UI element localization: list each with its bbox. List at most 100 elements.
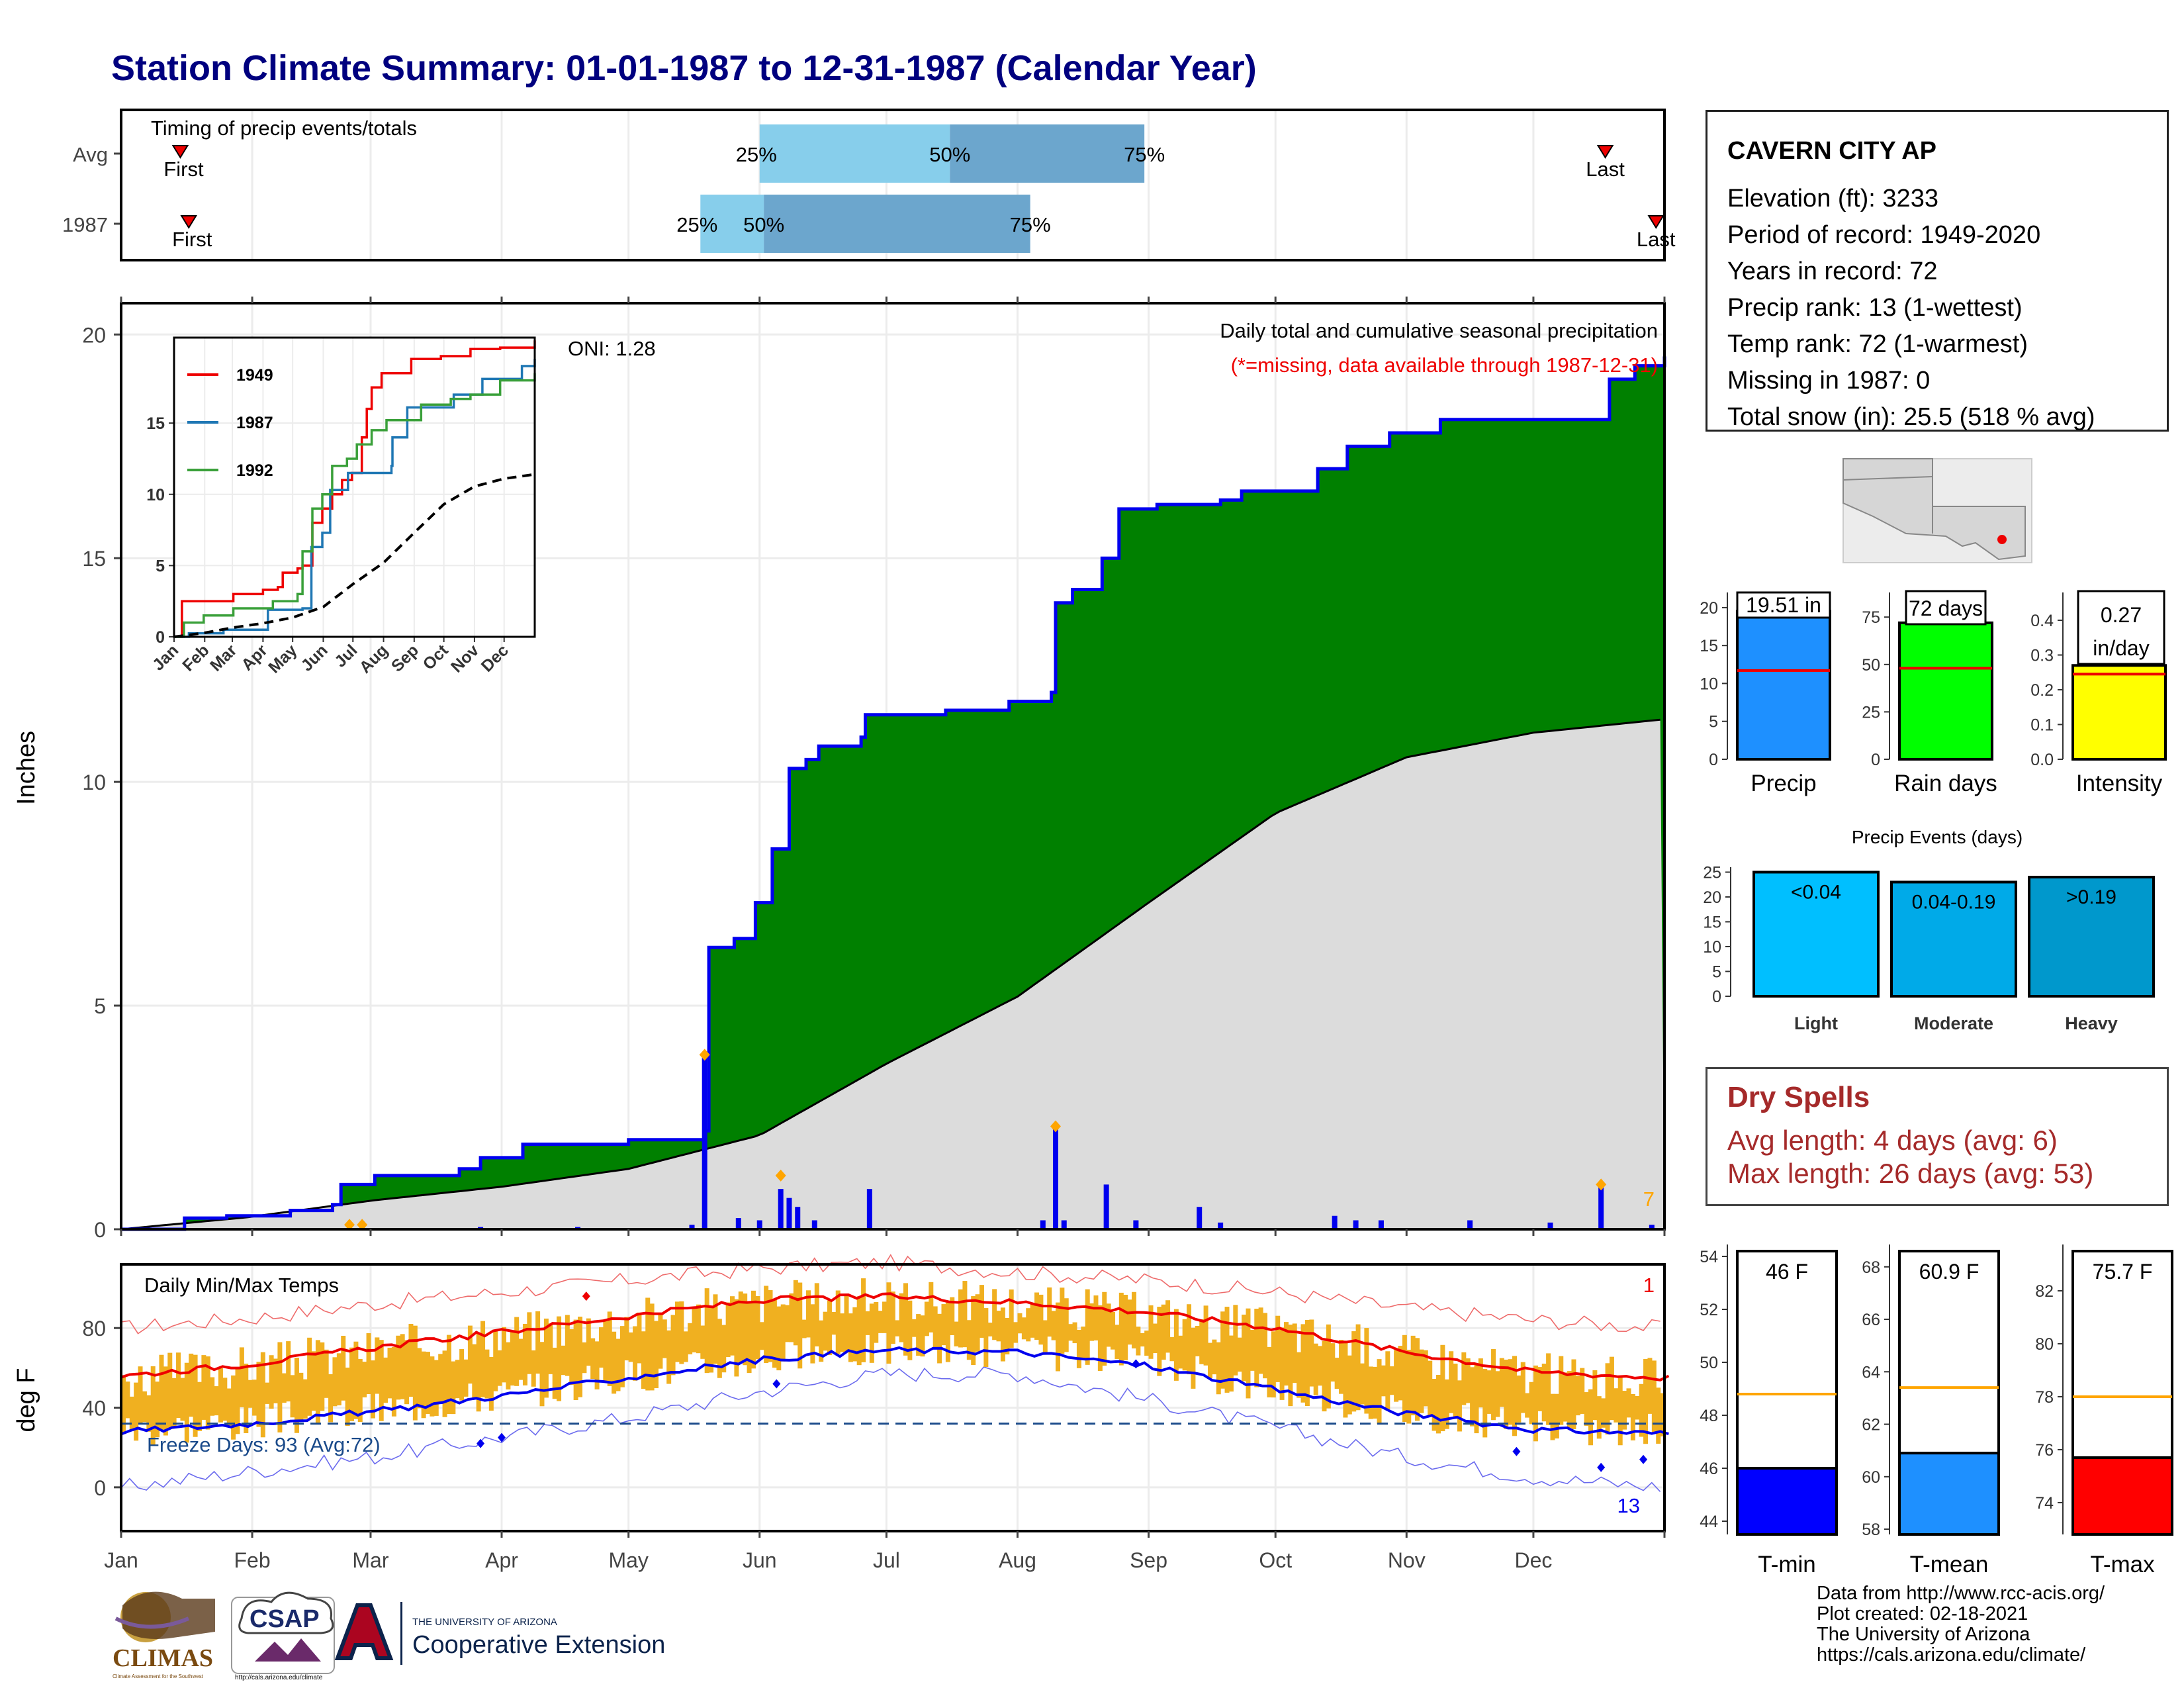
ua-logo: THE UNIVERSITY OF ARIZONA Cooperative Ex…: [334, 1602, 665, 1665]
daily-temp-bar: [1097, 1305, 1103, 1372]
daily-temp-bar: [692, 1307, 697, 1353]
daily-temp-bar: [472, 1344, 477, 1399]
daily-temp-bar: [966, 1320, 972, 1360]
daily-temp-bar: [573, 1319, 578, 1401]
daily-temp-bar: [607, 1311, 612, 1387]
csap-cloud-icon: [238, 1591, 334, 1634]
daily-temp-bar: [1406, 1350, 1412, 1424]
daily-temp-bar: [662, 1319, 667, 1358]
daily-temp-bar: [1373, 1366, 1378, 1419]
daily-temp-bar: [1559, 1356, 1564, 1425]
daily-temp-bar: [1385, 1351, 1390, 1409]
freeze-days-label: Freeze Days: 93 (Avg:72): [147, 1433, 381, 1456]
temp-mean-bar: [1898, 1452, 2000, 1536]
daily-temp-bar: [615, 1338, 621, 1391]
rain-days-ytick-label: 50: [1862, 656, 1880, 675]
temp-ytick-label: 40: [82, 1397, 106, 1421]
daily-temp-bar: [1537, 1367, 1543, 1411]
daily-temp-bar: [1398, 1346, 1403, 1401]
daily-temp-bar: [484, 1349, 490, 1399]
inset-series-line: [174, 373, 536, 638]
temp-mean-ytick-label: 68: [1862, 1258, 1880, 1277]
daily-temp-bar: [1038, 1294, 1044, 1345]
daily-temp-bar: [1047, 1287, 1052, 1337]
daily-temp-bar: [129, 1396, 134, 1432]
daily-temp-bar: [226, 1388, 232, 1427]
daily-temp-bar: [869, 1303, 874, 1363]
daily-temp-bar: [1381, 1365, 1386, 1397]
daily-temp-bar: [1309, 1319, 1314, 1387]
precip-total-ytick-label: 10: [1700, 675, 1718, 693]
daily-temp-bar: [996, 1311, 1001, 1342]
daily-temp-bar: [789, 1293, 794, 1342]
daily-temp-bar: [1182, 1319, 1187, 1371]
daily-temp-bar: [848, 1313, 853, 1362]
intensity-label-box: [2077, 590, 2165, 665]
daily-temp-bar: [302, 1379, 308, 1419]
temp-mean-ytick-label: 74: [2035, 1494, 2054, 1513]
temp-ytick-label: 80: [82, 1317, 106, 1340]
snow-marker-icon: [1596, 1178, 1607, 1191]
daily-temp-bar: [1614, 1388, 1619, 1423]
daily-temp-bar: [658, 1313, 663, 1369]
normal-precip-area: [121, 720, 1664, 1229]
daily-temp-bar: [421, 1351, 426, 1419]
csap-url: http://cals.arizona.edu/climate: [235, 1674, 323, 1681]
daily-temp-bar: [1520, 1362, 1525, 1413]
daily-precip-bar: [1197, 1207, 1203, 1229]
dry-spells-box: Dry Spells Avg length: 4 days (avg: 6) M…: [1706, 1067, 2169, 1206]
daily-temp-bar: [1482, 1369, 1488, 1438]
daily-temp-bar: [1457, 1380, 1462, 1432]
daily-temp-bar: [493, 1331, 498, 1391]
daily-temp-bar: [1318, 1346, 1323, 1386]
daily-temp-bar: [277, 1342, 283, 1432]
daily-temp-bar: [1005, 1318, 1010, 1355]
first-marker-icon: [171, 145, 189, 159]
daily-temp-bar: [539, 1342, 545, 1407]
daily-temp-bar: [856, 1296, 862, 1366]
daily-temp-bar: [1550, 1393, 1555, 1440]
daily-temp-bar: [1355, 1324, 1361, 1411]
daily-temp-bar: [1364, 1328, 1369, 1414]
daily-temp-bar: [1435, 1374, 1441, 1434]
first-marker-icon: [180, 215, 198, 229]
daily-temp-bar: [878, 1311, 883, 1333]
daily-temp-bar: [1461, 1352, 1467, 1405]
daily-temp-bar: [1220, 1311, 1226, 1389]
timing-row-label: Avg: [73, 143, 108, 166]
daily-temp-bar: [548, 1323, 553, 1374]
daily-temp-bar: [480, 1321, 486, 1397]
daily-temp-bar: [903, 1283, 908, 1356]
daily-temp-bar: [641, 1331, 646, 1389]
daily-temp-bar: [1533, 1365, 1538, 1442]
daily-temp-bar: [962, 1281, 968, 1348]
month-label: Jul: [873, 1548, 900, 1572]
station-snow: Total snow (in): 25.5 (518 % avg): [1727, 403, 2095, 431]
daily-temp-bar: [1415, 1338, 1420, 1421]
precip-total-ytick-label: 15: [1700, 637, 1718, 655]
daily-temp-bar: [1051, 1311, 1056, 1340]
daily-temp-bar: [391, 1346, 396, 1417]
daily-temp-bar: [1111, 1312, 1116, 1350]
daily-temp-bar: [852, 1307, 858, 1362]
timing-q50-q75-bar: [950, 124, 1145, 183]
daily-temp-bar: [1617, 1376, 1623, 1446]
cumulative-precip-line: [121, 356, 1666, 1231]
daily-temp-bar: [311, 1351, 316, 1411]
daily-temp-bar: [1571, 1359, 1576, 1430]
daily-temp-bar: [349, 1347, 354, 1421]
timing-q25-q50-bar: [700, 195, 764, 253]
daily-temp-bar: [1495, 1371, 1500, 1417]
daily-temp-bar: [983, 1308, 989, 1367]
intensity-label-value: 0.27: [2101, 603, 2142, 627]
precip-event-bar: [1890, 880, 2017, 998]
timing-panel-border: [120, 109, 1666, 261]
daily-temp-bar: [1106, 1303, 1111, 1347]
station-elevation: Elevation (ft): 3233: [1727, 185, 1938, 212]
page-title: Station Climate Summary: 01-01-1987 to 1…: [111, 48, 1257, 88]
daily-temp-bar: [1118, 1292, 1124, 1366]
daily-temp-bar: [357, 1358, 363, 1423]
daily-temp-bar: [1592, 1370, 1598, 1421]
station-period: Period of record: 1949-2020: [1727, 221, 2041, 249]
precip-event-bar-label: >0.19: [2066, 886, 2116, 908]
